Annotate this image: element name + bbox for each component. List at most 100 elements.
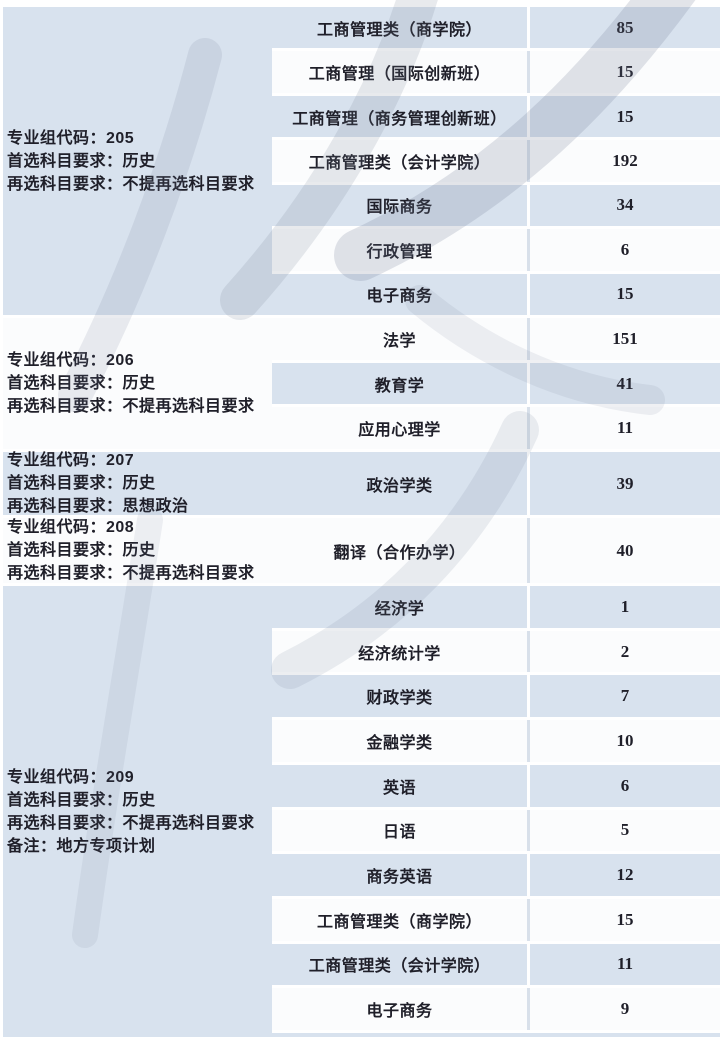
group-info-line: 再选科目要求：不提再选科目要求 [7,398,255,415]
count-cell: 15 [530,95,720,138]
group-info-cell: 专业组代码：209 首选科目要求：历史 再选科目要求：不提再选科目要求 备注：地方专项… [3,586,272,1037]
table-row: 工商管理（商务管理创新班） 15 [272,92,720,138]
major-label: 工商管理类（商学院） [316,913,482,931]
major-cell: 教育学 [272,362,530,405]
count-cell: 2 [530,630,720,673]
table-row: 翻译（合作办学） 40 [272,518,720,583]
major-cell: 财政学类 [272,675,530,718]
count-cell: 7 [530,675,720,718]
count-value: 2 [620,641,630,661]
table-row: 电子商务 15 [272,270,720,315]
major-label: 工商管理类（会计学院） [308,154,491,172]
major-label: 日语 [382,824,416,842]
major-label: 商务英语 [366,869,433,887]
major-label: 电子商务 [366,288,433,306]
major-label: 翻译（合作办学） [333,544,466,562]
major-label: 经济统计学 [358,645,441,663]
table-row: 工商管理类（商学院） 85 [272,7,720,49]
count-cell: 12 [530,854,720,896]
group-info-cell: 专业组代码：206 首选科目要求：历史再选科目要求：不提再选科目要求 [3,318,272,449]
major-cell: 工商管理（国际创新班） [272,51,530,93]
count-value: 6 [620,775,630,795]
table-row: 金融学类 10 [272,717,720,762]
group-info-line: 专业组代码：205 [7,129,135,147]
group-rows: 法学 151 教育学 41 应用心理学 11 [272,318,720,450]
count-value: 12 [616,865,634,885]
count-value: 15 [616,106,634,126]
table-row: 财政学类 7 [272,672,720,718]
group-info-line: 专业组代码：208 [7,519,135,536]
count-cell: 40 [530,518,720,583]
count-value: 15 [616,62,634,82]
group-rows: 政治学类 39 [272,452,720,515]
group-info-line: 再选科目要求：不提再选科目要求 [7,175,255,193]
group-info-line: 专业组代码：209 [7,768,135,786]
major-label: 工商管理类（会计学院） [308,958,491,976]
count-value: 15 [616,284,634,304]
major-label: 行政管理 [366,243,433,261]
group-rows: 翻译（合作办学） 40 [272,518,720,583]
major-group-section: 专业组代码：209 首选科目要求：历史 再选科目要求：不提再选科目要求 备注：地方专项… [3,586,720,1037]
table-row: 工商管理（国际创新班） 15 [272,48,720,93]
count-cell: 34 [530,184,720,227]
table-row: 商务英语 12 [272,851,720,896]
major-cell: 工商管理类（商学院） [272,898,530,941]
count-cell: 11 [530,943,720,986]
group-info-line: 首选科目要求：历史 [7,475,156,492]
table-row: 工商管理类（会计学院） 11 [272,940,720,986]
count-value: 34 [616,195,634,215]
group-info-line: 首选科目要求：历史 [7,375,156,392]
group-info-line: 专业组代码：206 [7,352,135,369]
next-row-cut-off-strip [272,1030,720,1037]
count-value: 9 [620,999,630,1019]
major-cell: 工商管理类（商学院） [272,7,530,49]
table-row: 日语 5 [272,806,720,852]
major-cell: 翻译（合作办学） [272,518,530,583]
count-cell: 5 [530,809,720,852]
major-label: 财政学类 [366,690,433,708]
major-cell: 工商管理类（会计学院） [272,140,530,182]
major-group-section: 专业组代码：206 首选科目要求：历史再选科目要求：不提再选科目要求 法学 151… [3,318,720,450]
major-label: 应用心理学 [358,422,441,440]
major-label: 经济学 [374,600,425,618]
group-info-line: 首选科目要求：历史 [7,152,156,170]
count-value: 6 [620,239,630,259]
major-group-section: 专业组代码：208 首选科目要求：历史 再选科目要求：不提再选科目要求 翻译（合作办… [3,518,720,583]
table-row: 应用心理学 11 [272,404,720,450]
major-label: 工商管理（商务管理创新班） [292,110,507,128]
count-cell: 41 [530,362,720,405]
group-info-line: 首选科目要求：历史 [7,542,156,559]
major-cell: 英语 [272,764,530,807]
table-row: 工商管理类（会计学院） 192 [272,137,720,182]
count-value: 11 [616,418,634,438]
major-label: 国际商务 [366,199,433,217]
group-info-line: 专业组代码：207 [7,452,135,469]
major-cell: 法学 [272,318,530,360]
major-cell: 金融学类 [272,720,530,762]
major-cell: 日语 [272,809,530,852]
major-cell: 工商管理（商务管理创新班） [272,95,530,138]
group-info-line: 再选科目要求：思想政治 [7,498,189,515]
major-label: 电子商务 [366,1003,433,1021]
count-cell: 10 [530,720,720,762]
count-value: 7 [620,686,630,706]
count-cell: 151 [530,318,720,360]
count-value: 41 [616,373,634,393]
major-cell: 经济统计学 [272,630,530,673]
count-value: 40 [616,540,634,560]
count-cell: 15 [530,51,720,93]
table-row: 行政管理 6 [272,226,720,271]
major-group-section: 专业组代码：207 首选科目要求：历史再选科目要求：思想政治 政治学类 39 [3,452,720,515]
major-label: 金融学类 [366,734,433,752]
group-rows: 经济学 1 经济统计学 2 财政学类 7 金融学类 10 英语 6 [272,586,720,1037]
major-label: 工商管理（国际创新班） [308,66,491,84]
major-group-section: 专业组代码：205 首选科目要求：历史再选科目要求：不提再选科目要求 工商管理类（… [3,7,720,315]
major-label: 教育学 [374,377,425,395]
group-info-line: 首选科目要求：历史 [7,791,156,809]
count-value: 39 [616,473,634,493]
count-cell: 9 [530,988,720,1031]
count-value: 11 [616,954,634,974]
major-cell: 应用心理学 [272,407,530,450]
count-value: 5 [620,820,630,840]
